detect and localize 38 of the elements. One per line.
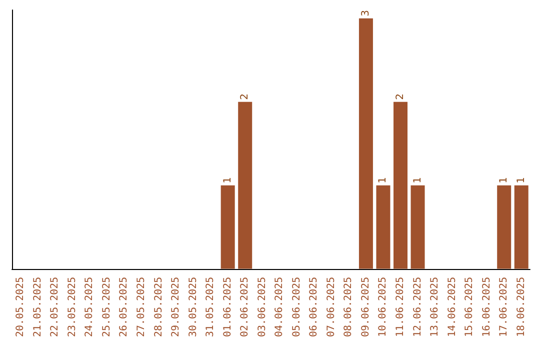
x-tick-label: 10.06.2025 (378, 276, 389, 338)
x-tick-label: 26.05.2025 (118, 276, 130, 338)
x-tick-label: 05.06.2025 (291, 276, 302, 338)
x-tick-label: 09.06.2025 (360, 276, 372, 338)
x-tick-label: 13.06.2025 (430, 276, 441, 338)
x-tick-label: 20.05.2025 (15, 276, 26, 338)
x-tick-label: 25.05.2025 (101, 276, 112, 338)
x-tick-label: 02.06.2025 (240, 276, 251, 338)
x-tick-label: 31.05.2025 (205, 276, 216, 338)
x-tick-label: 15.06.2025 (464, 276, 476, 338)
x-tick-label: 18.06.2025 (516, 276, 527, 338)
x-tick-label: 27.05.2025 (136, 276, 147, 338)
x-tick-label: 03.06.2025 (256, 276, 268, 338)
x-tick-label: 30.05.2025 (188, 276, 199, 338)
data-label: 1 (516, 176, 527, 184)
data-label: 2 (395, 93, 406, 100)
x-tick-label: 08.06.2025 (343, 276, 354, 338)
x-tick-label: 14.06.2025 (446, 276, 458, 338)
x-tick-label: 23.05.2025 (66, 276, 78, 338)
data-label: 3 (360, 10, 372, 16)
data-label: 1 (412, 176, 424, 184)
data-label: 1 (222, 176, 234, 184)
x-tick-label: 28.05.2025 (153, 276, 164, 338)
x-tick-label: 17.06.2025 (498, 276, 510, 338)
x-tick-label: 07.06.2025 (326, 276, 337, 338)
x-tick-label: 04.06.2025 (274, 276, 286, 338)
x-tick-label: 16.06.2025 (481, 276, 492, 338)
x-tick-label: 06.06.2025 (308, 276, 320, 338)
x-tick-label: 12.06.2025 (412, 276, 424, 338)
data-label: 1 (378, 176, 389, 184)
x-tick-label: 21.05.2025 (32, 276, 44, 338)
x-tick-label: 01.06.2025 (222, 276, 234, 338)
x-tick-label: 22.05.2025 (50, 276, 61, 338)
data-label: 1 (498, 176, 510, 184)
x-tick-label: 11.06.2025 (395, 276, 406, 338)
data-label: 2 (240, 93, 251, 100)
x-tick-label: 24.05.2025 (84, 276, 96, 338)
x-tick-label: 29.05.2025 (170, 276, 182, 338)
